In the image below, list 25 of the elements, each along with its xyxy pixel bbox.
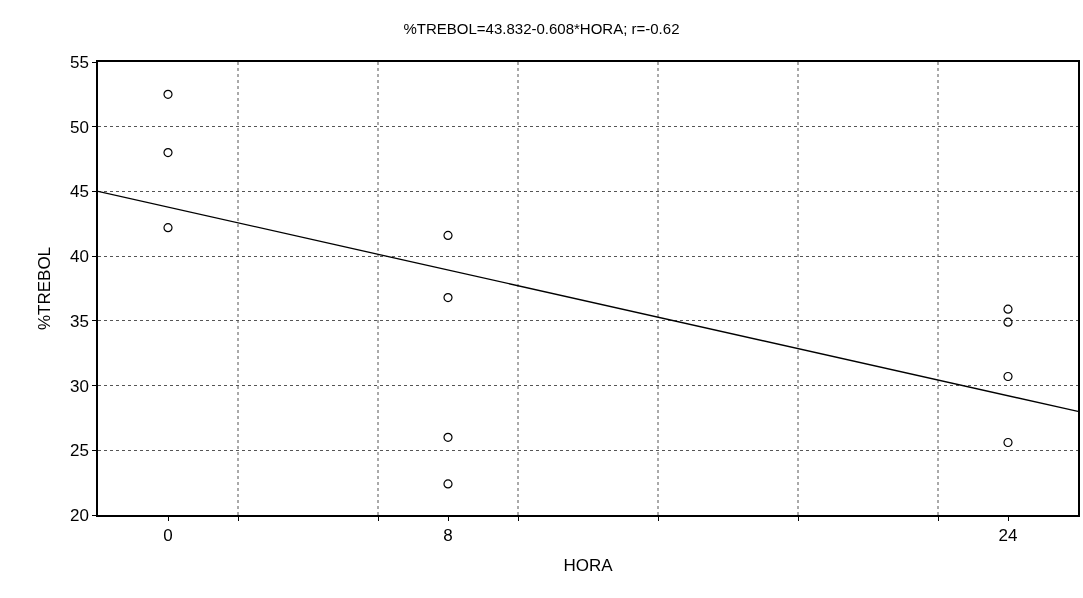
- y-tick-label: 40: [69, 247, 89, 267]
- x-tick-label: 0: [163, 526, 173, 546]
- point: [443, 230, 453, 241]
- y-tick-label: 45: [69, 182, 89, 202]
- y-tick-label: 20: [69, 505, 89, 525]
- point: [1003, 371, 1013, 382]
- point: [163, 223, 173, 233]
- point: [1003, 317, 1013, 327]
- y-tick-label: 50: [69, 117, 89, 137]
- point: [163, 89, 173, 99]
- point: [163, 148, 173, 158]
- x-axis-title: HORA: [563, 556, 614, 576]
- point: [443, 432, 453, 442]
- y-tick-label: 35: [69, 311, 89, 331]
- point: [1003, 304, 1013, 314]
- y-tick-label: 25: [69, 441, 89, 461]
- chart-title: %TREBOL=43.832-0.608*HORA; r=-0.62: [403, 20, 680, 38]
- x-tick-label: 8: [443, 526, 453, 546]
- point: [1003, 437, 1013, 448]
- y-axis-title: %TREBOL: [34, 246, 54, 331]
- y-tick-label: 30: [69, 376, 89, 396]
- y-tick-label: 55: [69, 52, 89, 72]
- point: [443, 479, 453, 489]
- point: [443, 292, 453, 303]
- x-tick-label: 24: [998, 526, 1018, 546]
